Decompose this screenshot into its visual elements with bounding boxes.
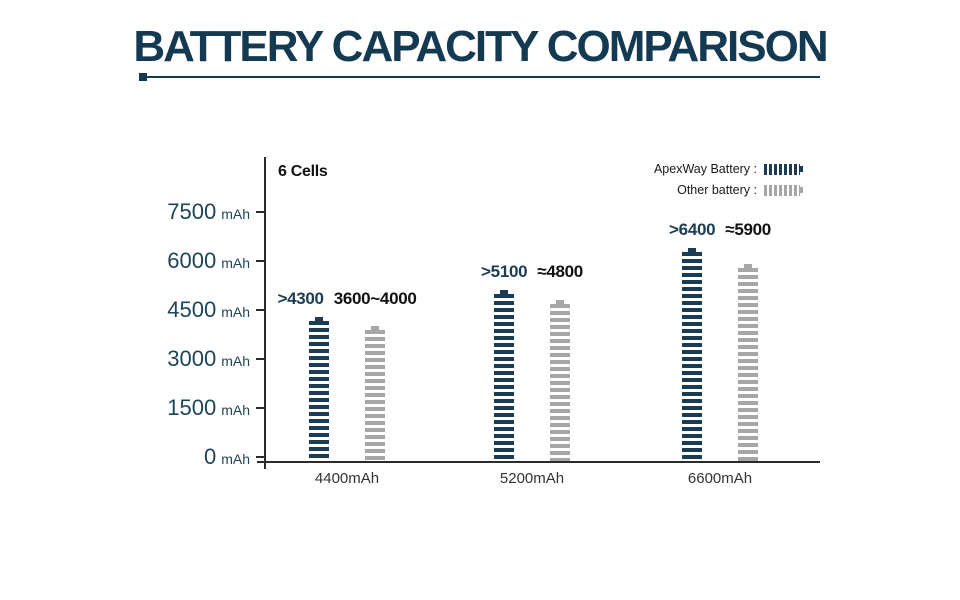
y-tick-mark [256,211,264,213]
y-tick-mark [256,358,264,360]
battery-cap [500,290,508,295]
apexway-value-label: >5100 [481,262,528,282]
y-axis-label: 4500 mAh [110,297,250,323]
y-tick-value: 0 [203,444,217,469]
y-axis-label: 6000 mAh [110,248,250,274]
y-tick-value: 4500 [167,297,217,322]
y-tick-mark [256,309,264,311]
title-underline-cap [139,73,147,81]
battery-cap [744,264,752,269]
battery-cap [688,247,696,252]
y-axis-label: 7500 mAh [110,199,250,225]
bar-other-6600mah [738,264,758,461]
y-tick-value: 6000 [167,248,217,273]
other-value-label: ≈4800 [537,262,583,282]
apexway-value-label: >4300 [277,288,324,308]
y-axis-label: 3000 mAh [110,346,250,372]
x-axis [257,461,820,463]
y-tick-unit: mAh [221,255,250,271]
legend-label: ApexWay Battery : [653,162,757,176]
bar-apexway-6600mah [682,247,702,461]
page-title: BATTERY CAPACITY COMPARISON [133,22,828,71]
other-value-label: ≈5900 [725,219,771,239]
y-tick-mark [256,456,264,458]
bar-value-labels: >4300 3600~4000 [237,289,457,309]
other-battery-icon [764,184,803,196]
battery-terminal [800,187,803,193]
y-axis-label: 1500 mAh [110,395,250,421]
bar-other-5200mah [550,300,570,461]
battery-cap [556,300,564,305]
legend-item: Other battery : [677,183,803,197]
y-tick-unit: mAh [221,451,250,467]
battery-cap [315,316,323,321]
y-tick-value: 1500 [167,395,217,420]
y-axis-label: 0 mAh [110,444,250,470]
y-tick-unit: mAh [221,402,250,418]
y-tick-unit: mAh [221,304,250,320]
y-tick-unit: mAh [221,353,250,369]
y-tick-mark [256,260,264,262]
bar-value-labels: >5100 ≈4800 [422,262,642,282]
y-tick-mark [256,407,264,409]
apexway-battery-icon [764,163,803,175]
y-axis [264,157,266,469]
y-tick-value: 3000 [167,346,217,371]
x-axis-category-label: 6600mAh [687,470,753,487]
y-tick-unit: mAh [221,206,250,222]
bar-apexway-5200mah [494,290,514,461]
chart-legend: ApexWay Battery : Other battery : [653,162,803,197]
battery-terminal [800,166,803,172]
bar-apexway-4400mah [309,316,329,461]
other-value-label: 3600~4000 [333,288,417,308]
apexway-value-label: >6400 [669,219,716,239]
y-tick-value: 7500 [167,199,217,224]
x-axis-category-label: 5200mAh [499,470,565,487]
bar-other-4400mah [365,326,385,461]
battery-cap [371,326,379,331]
legend-label: Other battery : [677,183,757,197]
title-underline [139,73,820,81]
bar-value-labels: >6400 ≈5900 [610,220,830,240]
x-axis-category-label: 4400mAh [314,470,380,487]
cells-label: 6 Cells [278,163,328,180]
legend-item: ApexWay Battery : [653,162,803,176]
